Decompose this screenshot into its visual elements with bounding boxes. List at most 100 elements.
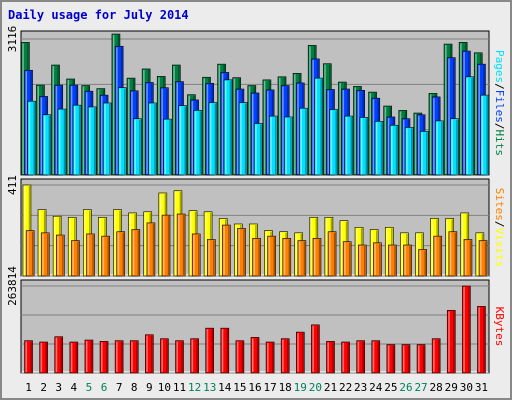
x-tick-label: 16 xyxy=(248,381,261,394)
x-tick-label: 11 xyxy=(173,381,186,394)
kbytes-bar xyxy=(295,331,305,374)
x-tick-label: 21 xyxy=(324,381,337,394)
sites-bar xyxy=(267,235,276,277)
kbytes-bar xyxy=(220,327,230,374)
pages-bar xyxy=(178,105,188,176)
kbytes-bar xyxy=(114,340,124,374)
kbytes-bar xyxy=(24,340,33,374)
sites-bar xyxy=(40,232,50,277)
legend-kbytes: KBytes xyxy=(493,307,506,347)
x-tick-label: 29 xyxy=(445,381,458,394)
pages-bar xyxy=(102,102,112,176)
pages-bar xyxy=(118,87,127,176)
kbytes-bar xyxy=(190,338,199,374)
pages-bar xyxy=(465,76,474,176)
pages-bar xyxy=(87,106,97,176)
kbytes-bar xyxy=(54,336,64,374)
kbytes-bar xyxy=(235,340,245,374)
sites-bar xyxy=(161,214,171,277)
pages-bar xyxy=(419,131,429,176)
sites-bar xyxy=(478,240,488,277)
kbytes-bar xyxy=(341,341,350,374)
x-tick-label: 8 xyxy=(131,381,138,394)
legend-separator: / xyxy=(493,83,506,90)
x-tick-label: 25 xyxy=(384,381,397,394)
kbytes-bar xyxy=(69,341,79,374)
kbytes-bar xyxy=(386,344,396,374)
kbytes-bar xyxy=(371,340,381,374)
kbytes-bar xyxy=(280,338,290,374)
sites-bar xyxy=(25,230,35,277)
pages-bar xyxy=(344,115,354,176)
sites-bar xyxy=(116,231,126,277)
legend-entry-hits: Hits xyxy=(493,130,506,157)
pages-bar xyxy=(193,110,203,176)
kbytes-bar xyxy=(356,340,365,374)
sites-bar xyxy=(342,241,352,277)
kbytes-bar xyxy=(160,338,169,374)
x-tick-label: 23 xyxy=(354,381,367,394)
kbytes-bar xyxy=(401,344,411,374)
x-tick-label: 18 xyxy=(279,381,292,394)
pages-bar xyxy=(435,120,444,176)
pages-bar xyxy=(374,121,384,176)
x-tick-label: 13 xyxy=(203,381,216,394)
kbytes-bar xyxy=(205,327,215,374)
sites-bar xyxy=(312,238,322,277)
y-max-tick-label: 411 xyxy=(6,175,19,195)
sites-bar xyxy=(282,238,292,277)
x-tick-label: 30 xyxy=(460,381,473,394)
sites-bar xyxy=(297,240,307,277)
sites-bar xyxy=(131,229,141,277)
x-tick-label: 9 xyxy=(146,381,153,394)
kbytes-bar xyxy=(265,341,275,374)
x-tick-label: 3 xyxy=(55,381,62,394)
pages-bar xyxy=(57,108,67,176)
sites-bar xyxy=(207,239,216,277)
x-tick-label: 26 xyxy=(399,381,412,394)
x-tick-label: 4 xyxy=(71,381,78,394)
sites-bar xyxy=(101,235,110,277)
chart-title: Daily usage for July 2014 xyxy=(8,8,189,22)
x-tick-label: 27 xyxy=(414,381,427,394)
pages-bar xyxy=(480,94,489,176)
x-tick-label: 5 xyxy=(86,381,93,394)
x-tick-label: 17 xyxy=(263,381,276,394)
sites-bar xyxy=(388,244,397,277)
pages-bar xyxy=(253,123,263,176)
kbytes-bar xyxy=(250,337,260,374)
pages-bar xyxy=(389,124,399,176)
pages-bar xyxy=(27,100,37,176)
legend-entry-kbytes: KBytes xyxy=(493,307,506,347)
x-tick-label: 7 xyxy=(116,381,123,394)
kbytes-bar xyxy=(175,340,184,374)
sites-bar xyxy=(71,240,80,277)
x-tick-label: 14 xyxy=(218,381,232,394)
pages-bar xyxy=(208,102,218,176)
kbytes-bar xyxy=(416,344,426,374)
pages-bar xyxy=(133,118,142,176)
sites-bar xyxy=(146,222,156,277)
legend-separator: / xyxy=(493,221,506,228)
kbytes-bar xyxy=(462,285,471,374)
pages-bar xyxy=(72,104,82,176)
kbytes-bar xyxy=(431,338,441,374)
legend-pages-files-hits: Pages/Files/Hits xyxy=(493,50,506,156)
sites-bar xyxy=(252,238,261,277)
kbytes-bar xyxy=(311,324,320,374)
pages-bar xyxy=(163,118,172,176)
pages-bar xyxy=(450,118,459,176)
pages-bar xyxy=(223,79,233,176)
x-tick-label: 24 xyxy=(369,381,383,394)
kbytes-bar xyxy=(84,339,94,374)
legend-entry-pages: Pages xyxy=(493,50,506,83)
pages-bar xyxy=(148,102,157,176)
sites-bar xyxy=(463,239,473,277)
sites-bar xyxy=(357,244,367,277)
sites-bar xyxy=(403,244,412,277)
x-tick-label: 19 xyxy=(294,381,307,394)
pages-bar xyxy=(42,114,52,176)
sites-bar xyxy=(373,242,382,277)
sites-bar xyxy=(222,224,231,277)
